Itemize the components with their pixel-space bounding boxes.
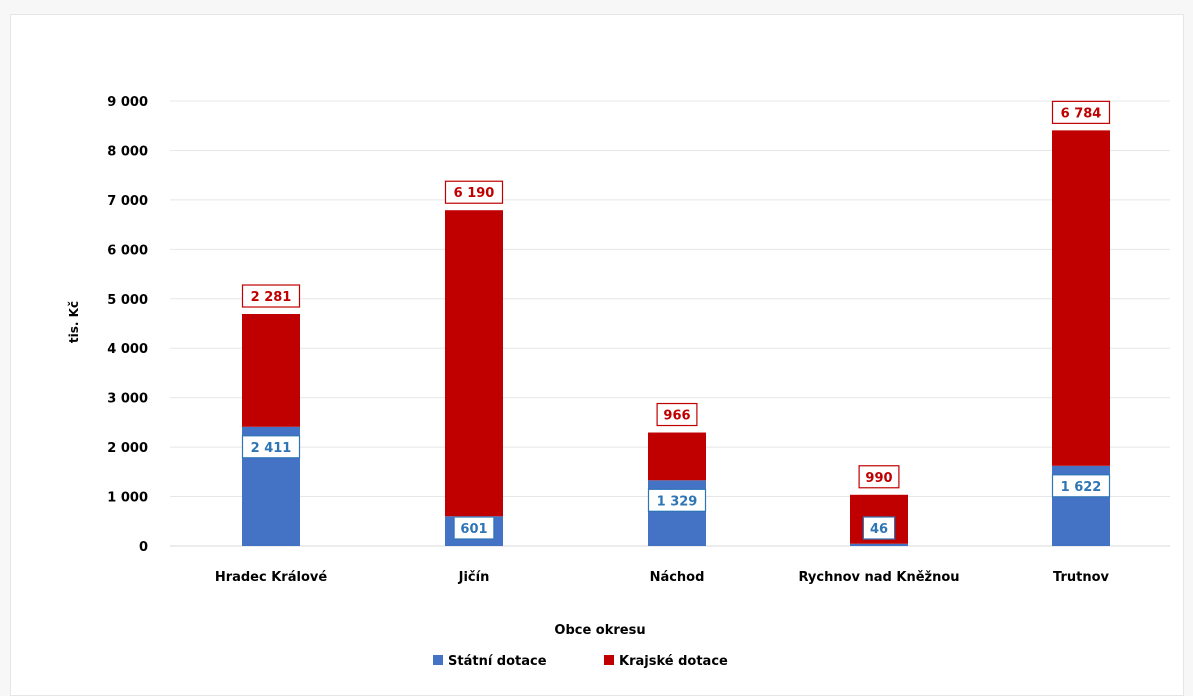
data-label-krajske-dotace: 990	[865, 471, 892, 486]
y-tick-label: 9 000	[107, 95, 148, 110]
legend-label: Státní dotace	[448, 654, 547, 669]
data-label-statni-dotace: 2 411	[251, 441, 292, 456]
data-label-statni-dotace-frame	[241, 435, 301, 459]
data-label-krajske-dotace: 6 784	[1061, 106, 1102, 121]
data-label-statni-dotace: 601	[460, 522, 487, 537]
data-label-statni-dotace: 46	[870, 522, 888, 537]
x-axis-title: Obce okresu	[554, 623, 645, 638]
bar-krajske-dotace	[242, 314, 300, 427]
data-label-krajske-dotace: 2 281	[251, 290, 292, 305]
data-label-krajske-dotace-frame	[241, 284, 301, 308]
data-label-krajske-dotace: 966	[663, 409, 690, 424]
legend: Státní dotace Krajské dotace	[433, 654, 728, 669]
data-label-krajske-dotace-box: 6 784	[1051, 100, 1111, 124]
data-label-krajske-dotace-box: 990	[858, 465, 900, 489]
y-tick-label: 8 000	[107, 144, 148, 159]
data-label-statni-dotace-box: 1 329	[647, 488, 707, 512]
data-labels: 2 411 2 281 601 6 190 1 329 966 46 990 1 622 6 78…	[241, 100, 1111, 540]
x-tick-label: Náchod	[650, 570, 705, 585]
data-label-statni-dotace-frame	[862, 516, 896, 540]
y-tick-label: 6 000	[107, 243, 148, 258]
y-tick-label: 4 000	[107, 342, 148, 357]
bar-krajske-dotace	[648, 432, 706, 481]
y-tick-label: 7 000	[107, 194, 148, 209]
y-tick-label: 5 000	[107, 293, 148, 308]
data-label-krajske-dotace-box: 966	[656, 402, 698, 427]
data-label-krajske-dotace: 6 190	[454, 186, 495, 201]
category-labels: Hradec Králové Jičín Náchod Rychnov nad Kně…	[215, 570, 1110, 585]
bar-statni-dotace	[850, 543, 908, 546]
data-label-krajske-dotace-frame	[1051, 100, 1111, 124]
data-label-krajske-dotace-frame	[444, 180, 504, 204]
stacked-bar-chart: 0 1 000 2 000 3 000 4 000 5 000 6 000 7 000 8 00…	[67, 95, 1170, 669]
data-label-statni-dotace-box: 2 411	[241, 435, 301, 459]
data-label-statni-dotace-frame	[647, 488, 707, 512]
data-label-statni-dotace: 1 329	[657, 494, 698, 509]
data-label-statni-dotace-box: 601	[453, 516, 495, 540]
data-label-krajske-dotace-frame	[858, 465, 900, 489]
data-label-krajske-dotace-frame	[656, 402, 698, 427]
data-label-statni-dotace: 1 622	[1061, 480, 1102, 495]
y-axis-title: tis. Kč	[67, 301, 81, 343]
x-tick-label: Jičín	[458, 570, 490, 585]
data-label-statni-dotace-frame	[453, 516, 495, 540]
data-label-statni-dotace-frame	[1051, 474, 1111, 498]
y-tick-label: 1 000	[107, 491, 148, 506]
bars	[242, 130, 1110, 546]
data-label-krajske-dotace-box: 6 190	[444, 180, 504, 204]
x-tick-label: Trutnov	[1053, 570, 1110, 585]
legend-swatch	[433, 655, 443, 665]
gridlines	[170, 100, 1170, 547]
y-tick-label: 2 000	[107, 441, 148, 456]
chart-frame	[10, 14, 1184, 696]
legend-swatch	[604, 655, 614, 665]
x-tick-label: Hradec Králové	[215, 570, 328, 585]
data-label-statni-dotace-box: 1 622	[1051, 474, 1111, 498]
y-tick-label: 3 000	[107, 392, 148, 407]
y-axis-ticks: 0 1 000 2 000 3 000 4 000 5 000 6 000 7 000 8 00…	[107, 95, 148, 555]
y-tick-label: 0	[139, 540, 148, 555]
data-label-statni-dotace-box: 46	[862, 516, 896, 540]
bar-krajske-dotace	[1052, 130, 1110, 466]
legend-label: Krajské dotace	[619, 654, 728, 669]
x-tick-label: Rychnov nad Kněžnou	[798, 570, 959, 585]
bar-krajske-dotace	[445, 210, 503, 517]
data-label-krajske-dotace-box: 2 281	[241, 284, 301, 308]
